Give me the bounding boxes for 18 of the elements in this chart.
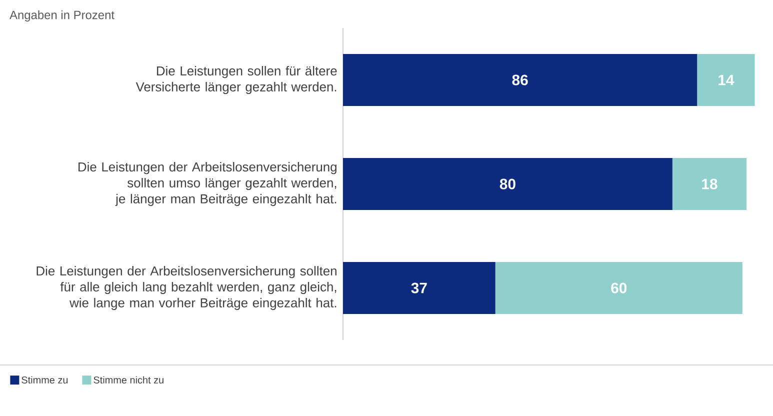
data-label: 86 (512, 74, 528, 86)
bar (343, 262, 496, 314)
legend-label: Stimme zu (22, 376, 68, 384)
data-label: 37 (411, 282, 427, 294)
data-label: 18 (702, 178, 718, 190)
y-tick-label: Die Leistungen der Arbeitslosenversicherung sollten für alle gleich lang bezahlt werden, ganz gleich, wie lange man vorher Beiträge eingezahlt hat. (36, 266, 336, 310)
text: Angaben in Prozent (10, 10, 114, 22)
bar (343, 158, 672, 210)
bar (697, 54, 755, 106)
data-label: 60 (611, 282, 627, 294)
y-tick-label: Die Leistungen sollen für ältere Versicherte länger gezahlt werden. (136, 66, 337, 94)
bar (495, 262, 742, 314)
bar (672, 158, 747, 210)
legend-label: Stimme nicht zu (94, 376, 164, 384)
data-label: 80 (500, 178, 516, 190)
y-tick-label: Die Leistungen der Arbeitslosenversicherung sollten umso länger gezahlt werden, je länger man Beiträge eingezahlt hat. (78, 162, 336, 206)
bar (343, 54, 698, 106)
data-label: 14 (718, 74, 734, 86)
